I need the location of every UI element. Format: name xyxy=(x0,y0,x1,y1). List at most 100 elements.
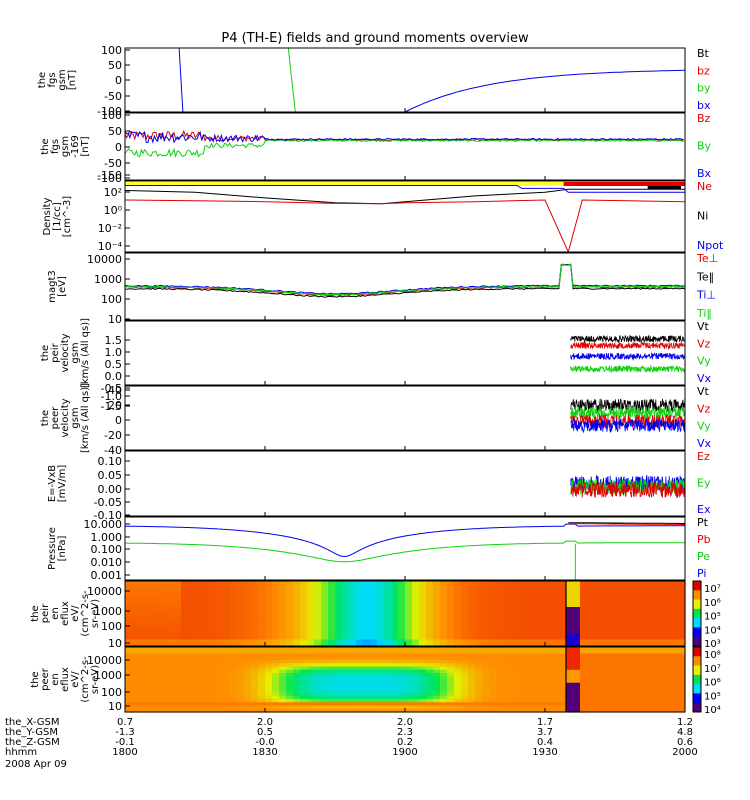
spectrogram-cell xyxy=(195,650,203,655)
spectrogram-cell xyxy=(475,590,483,595)
spectrogram-cell xyxy=(244,679,252,684)
spectrogram-cell xyxy=(426,636,434,641)
spectrogram-cell xyxy=(132,594,140,598)
spectrogram-cell xyxy=(328,623,336,628)
spectrogram-cell xyxy=(349,590,357,595)
spectrogram-cell xyxy=(636,590,644,595)
spectrogram-cell xyxy=(174,708,182,713)
spectrogram-cell xyxy=(153,581,161,585)
spectrogram-cell xyxy=(601,686,609,690)
spectrogram-cell xyxy=(524,647,532,651)
spectrogram-cell xyxy=(160,689,168,694)
spectrogram-cell xyxy=(265,594,273,598)
spectrogram-cell xyxy=(461,633,469,637)
spectrogram-cell xyxy=(237,673,245,677)
spectrogram-cell xyxy=(328,610,336,615)
spectrogram-cell xyxy=(195,702,203,707)
y-tick-label: 10.000 xyxy=(84,518,123,531)
spectrogram-cell xyxy=(475,647,483,651)
spectrogram-cell xyxy=(643,647,651,651)
spectrogram-cell xyxy=(146,699,154,703)
spectrogram-cell xyxy=(272,590,280,595)
spectrogram-cell xyxy=(552,620,560,624)
spectrogram-cell xyxy=(160,663,168,668)
spectrogram-cell xyxy=(209,686,217,690)
spectrogram-cell xyxy=(650,686,658,690)
spectrogram-cell xyxy=(566,708,574,713)
spectrogram-cell xyxy=(181,623,189,628)
spectrogram-cell xyxy=(447,647,455,651)
spectrogram-cell xyxy=(405,607,413,611)
spectrogram-cell xyxy=(594,663,602,668)
spectrogram-cell xyxy=(174,626,182,631)
spectrogram-cell xyxy=(391,705,399,710)
spectrogram-cell xyxy=(314,695,322,700)
spectrogram-cell xyxy=(426,660,434,664)
spectrogram-cell xyxy=(454,669,462,674)
spectrogram-cell xyxy=(510,642,518,647)
spectrogram-cell xyxy=(314,669,322,674)
spectrogram-cell xyxy=(181,629,189,634)
spectrogram-cell xyxy=(573,686,581,690)
spectrogram-cell xyxy=(293,653,301,658)
spectrogram-cell xyxy=(188,590,196,595)
spectrogram-cell xyxy=(573,613,581,618)
spectrogram-cell xyxy=(510,653,518,658)
spectrogram-cell xyxy=(125,610,133,615)
spectrogram-cell xyxy=(566,673,574,677)
spectrogram-cell xyxy=(293,656,301,661)
spectrogram-cell xyxy=(132,686,140,690)
spectrogram-cell xyxy=(615,682,623,687)
spectrogram-cell xyxy=(132,590,140,595)
spectrogram-cell xyxy=(202,616,210,621)
spectrogram-cell xyxy=(678,663,686,668)
spectrogram-cell xyxy=(293,650,301,655)
spectrogram-cell xyxy=(412,702,420,707)
spectrogram-cell xyxy=(146,633,154,637)
spectrogram-cell xyxy=(349,610,357,615)
spectrogram-cell xyxy=(531,626,539,631)
spectrogram-cell xyxy=(181,647,189,651)
spectrogram-cell xyxy=(335,626,343,631)
spectrogram-cell xyxy=(489,629,497,634)
spectrogram-cell xyxy=(580,676,588,681)
spectrogram-cell xyxy=(524,603,532,608)
spectrogram-cell xyxy=(258,639,266,644)
spectrogram-cell xyxy=(629,620,637,624)
spectrogram-cell xyxy=(475,613,483,618)
spectrogram-cell xyxy=(132,679,140,684)
spectrogram-cell xyxy=(678,613,686,618)
spectrogram-cell xyxy=(524,663,532,668)
spectrogram-cell xyxy=(209,673,217,677)
colorbar-segment xyxy=(693,599,701,610)
spectrogram-cell xyxy=(440,702,448,707)
spectrogram-cell xyxy=(636,620,644,624)
spectrogram-cell xyxy=(524,669,532,674)
spectrogram-cell xyxy=(391,689,399,694)
spectrogram-cell xyxy=(132,626,140,631)
spectrogram-cell xyxy=(482,699,490,703)
spectrogram-cell xyxy=(202,673,210,677)
spectrogram-cell xyxy=(601,669,609,674)
legend-item: Vx xyxy=(697,372,712,385)
panel-frame xyxy=(124,47,686,113)
spectrogram-cell xyxy=(461,600,469,605)
spectrogram-cell xyxy=(153,663,161,668)
spectrogram-cell xyxy=(650,656,658,661)
spectrogram-cell xyxy=(230,587,238,592)
spectrogram-cell xyxy=(489,623,497,628)
spectrogram-cell xyxy=(251,587,259,592)
spectrogram-cell xyxy=(426,669,434,674)
spectrogram-cell xyxy=(531,669,539,674)
spectrogram-cell xyxy=(468,600,476,605)
spectrogram-cell xyxy=(552,686,560,690)
spectrogram-cell xyxy=(398,633,406,637)
spectrogram-cell xyxy=(237,699,245,703)
spectrogram-cell xyxy=(489,702,497,707)
spectrogram-cell xyxy=(601,633,609,637)
density-series-Ni xyxy=(124,188,685,205)
spectrogram-cell xyxy=(321,633,329,637)
spectrogram-cell xyxy=(601,616,609,621)
spectrogram-cell xyxy=(587,629,595,634)
spectrogram-cell xyxy=(349,633,357,637)
